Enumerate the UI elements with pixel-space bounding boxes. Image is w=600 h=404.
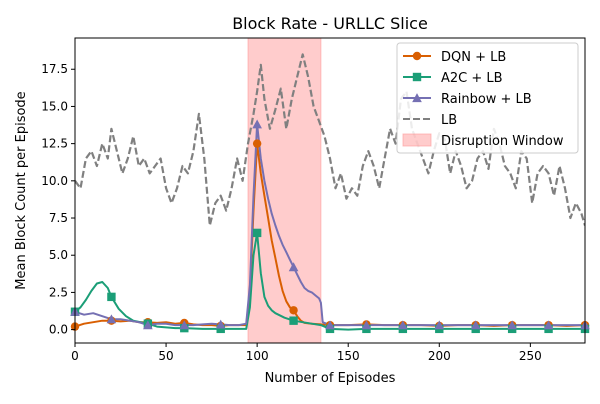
axes-frame <box>74 37 586 344</box>
legend-box <box>396 42 579 154</box>
x-tick-label-3: 150 <box>337 349 360 363</box>
data-point-2-1 <box>106 314 117 324</box>
legend-swatch-disruption <box>402 133 432 147</box>
data-point-2-6 <box>288 262 299 272</box>
data-point-2-10 <box>434 320 445 330</box>
data-point-2-11 <box>470 320 481 330</box>
ticks-layer: 0 50 100 150 200 250 0.0 2.5 5.0 7.5 10.0 12.5 15.0 1… <box>41 62 542 363</box>
data-point-2-5 <box>252 119 262 129</box>
x-tick-label-2: 100 <box>246 349 269 363</box>
data-point-2-7 <box>325 320 335 330</box>
legend-label-2: Rainbow + LB <box>441 92 532 107</box>
data-point-1-4 <box>216 324 225 334</box>
data-point-2-8 <box>361 320 372 330</box>
data-point-0-5 <box>252 139 262 148</box>
legend-label-3: LB <box>441 113 457 128</box>
data-point-2-9 <box>398 320 408 330</box>
legend-label-0: DQN + LB <box>441 50 506 65</box>
x-tick-label-4: 200 <box>428 349 451 363</box>
y-tick-label-7: 17.5 <box>41 62 68 76</box>
y-tick-label-0: 0.0 <box>49 323 68 337</box>
legend: DQN + LB A2C + LB Rainbow + LB LB Disruption… <box>396 42 579 154</box>
x-tick-label-5: 250 <box>519 349 542 363</box>
y-tick-label-3: 7.5 <box>49 211 68 225</box>
y-tick-label-2: 5.0 <box>49 248 68 262</box>
y-tick-label-4: 10.0 <box>41 174 68 188</box>
legend-label-disruption: Disruption Window <box>441 134 564 149</box>
series-line-2 <box>75 123 585 327</box>
data-point-2-13 <box>543 320 554 330</box>
data-point-1-1 <box>107 292 116 302</box>
legend-marker-2 <box>412 93 422 103</box>
x-tick-label-1: 50 <box>158 349 173 363</box>
data-point-1-6 <box>289 316 298 325</box>
y-tick-label-6: 15.0 <box>41 99 68 113</box>
y-tick-label-1: 2.5 <box>49 285 68 299</box>
data-point-2-3 <box>179 320 190 330</box>
data-point-2-12 <box>507 320 517 330</box>
chart-title: Block Rate - URLLC Slice <box>232 14 428 33</box>
y-tick-label-5: 12.5 <box>41 137 68 151</box>
plot-layer <box>70 37 590 344</box>
series-markers <box>70 119 590 334</box>
legend-marker-1 <box>412 72 422 82</box>
legend-label-1: A2C + LB <box>441 71 503 86</box>
data-point-1-5 <box>252 228 262 238</box>
legend-marker-0 <box>412 51 422 61</box>
data-point-2-2 <box>143 320 153 330</box>
x-tick-label-0: 0 <box>71 349 79 363</box>
y-axis-label: Mean Block Count per Episode <box>14 91 29 289</box>
data-point-2-4 <box>215 319 226 329</box>
x-axis-label: Number of Episodes <box>265 371 396 386</box>
data-point-0-6 <box>289 306 298 315</box>
